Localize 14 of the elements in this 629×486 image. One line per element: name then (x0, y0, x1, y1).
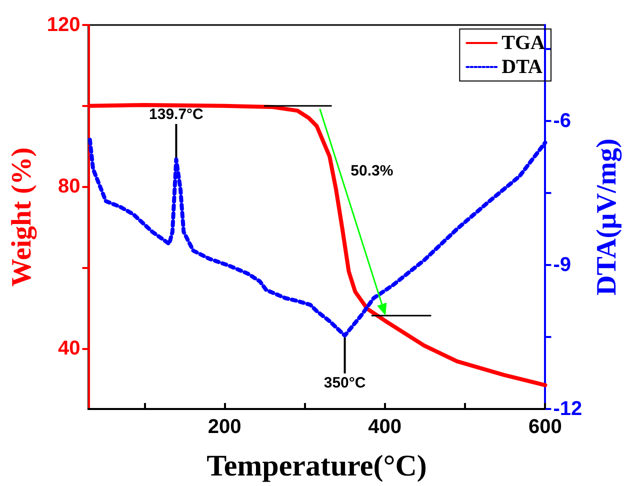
y-tick-label: 80 (58, 176, 80, 198)
y2-axis-title: DTA(μV/mg) (592, 138, 622, 296)
x-tick-label: 400 (368, 416, 402, 438)
annotation: 350°C (324, 374, 366, 392)
y2-tick-label: -6 (553, 110, 571, 132)
x-tick-label: 200 (208, 416, 242, 438)
y-axis-title: Weight (%) (6, 147, 38, 287)
y2-tick-label: -9 (553, 254, 571, 276)
legend-label: DTA (502, 56, 543, 78)
annotation: 139.7°C (149, 106, 204, 124)
y-tick-label: 120 (46, 14, 80, 36)
x-axis-title: Temperature(°C) (206, 450, 427, 482)
annotation: 50.3% (350, 162, 394, 180)
y-tick-label: 40 (58, 337, 80, 360)
